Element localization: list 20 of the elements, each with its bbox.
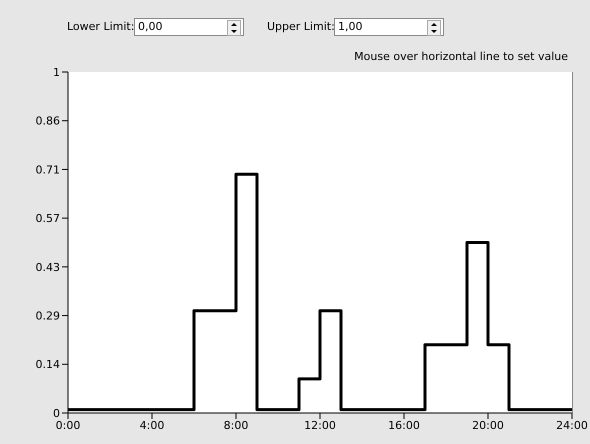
x-tick-label: 0:00	[56, 418, 80, 432]
y-tick-label: 0.57	[36, 212, 60, 226]
y-tick-label: 1	[53, 66, 60, 79]
text: Lower Limit:	[67, 20, 134, 33]
text: 1,00	[338, 20, 362, 33]
text: 0,00	[138, 20, 162, 33]
x-tick-label: 8:00	[224, 418, 248, 432]
x-tick-label: 24:00	[556, 418, 588, 432]
y-tick-label: 0.29	[36, 309, 60, 322]
y-tick-label: 0.14	[36, 358, 60, 372]
text: Upper Limit:	[267, 20, 335, 33]
y-tick-label: 0	[53, 406, 60, 420]
y-tick-label: 0.43	[36, 260, 60, 274]
y-tick-label: 0.86	[36, 114, 60, 128]
x-tick-label: 16:00	[388, 418, 420, 432]
x-tick-label: 20:00	[472, 418, 504, 432]
x-tick-label: 4:00	[140, 418, 164, 432]
y-tick-label: 0.71	[36, 163, 60, 176]
text: Mouse over horizontal line to set value	[354, 50, 568, 63]
x-tick-label: 12:00	[304, 418, 336, 432]
